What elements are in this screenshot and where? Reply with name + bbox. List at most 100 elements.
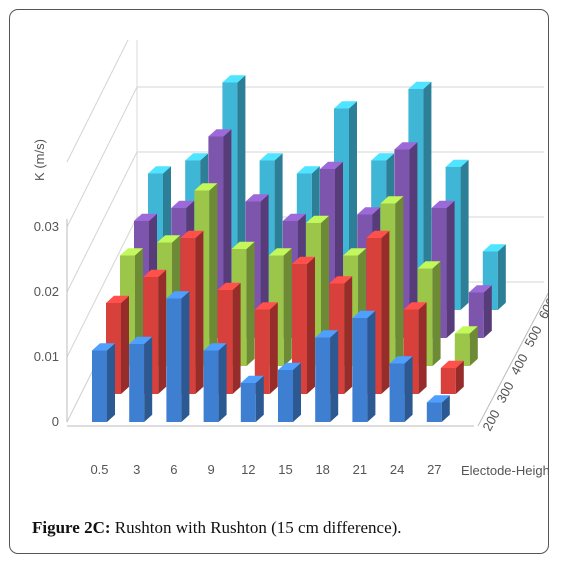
bar-top [171,200,195,208]
bar-top [482,244,506,252]
bar-top [408,81,432,89]
bar-top [282,213,306,221]
bar-side [404,356,413,422]
bar-top [371,153,395,161]
bar-side [432,261,441,366]
bar-top [292,256,315,264]
caption-label: Figure 2C: [32,518,111,537]
bar-side [121,295,129,394]
x-tick-label: 3 [133,462,140,477]
bar-side [307,256,315,394]
bar-side [107,343,115,422]
bar-200-15 [278,370,293,422]
bar-top [217,282,241,290]
bar-side [409,142,418,338]
y-tick-label: 0.03 [34,219,59,234]
bar-side [441,395,450,422]
bar-side [255,375,264,422]
x-tick-label: 12 [241,462,255,477]
bar-top [185,153,209,161]
bar-300-15 [292,264,307,394]
bar-top [208,129,232,137]
bar-300-27 [440,368,456,394]
bar-top [166,291,190,299]
bar-top [143,269,167,277]
bar-top [389,356,413,364]
bar-top [268,248,292,256]
bar-top [329,276,353,284]
bar-top [157,235,181,243]
bar-top [403,302,427,310]
bar-side [293,362,301,422]
x-tick-label: 6 [170,462,177,477]
bar-side [446,200,455,338]
bar-top [296,166,320,174]
bar-side [330,330,339,422]
bar-top [454,326,478,334]
figure-frame: 0 0.01 0.02 0.03 0.5 3 6 9 12 15 18 21 24 27 Electode-… [9,9,549,554]
bar-side [460,159,469,310]
bar-side [381,230,390,394]
x-tick-label: 15 [278,462,292,477]
bar-side [469,326,478,366]
bar-top [245,194,269,202]
rpm-tick-label: 500 [521,323,544,349]
bar-side [423,81,432,310]
bar-200-27 [426,402,442,422]
x-axis-label: Electode-Height (cm) [461,463,548,478]
rpm-tick-label: 600 [535,295,548,321]
rpm-tick-label: 300 [493,379,516,405]
x-tick-label: 9 [207,462,214,477]
rpm-tick-label: 400 [507,351,530,377]
bar-top [240,375,264,383]
bar-top [320,161,343,169]
bar-200-3 [129,344,145,422]
depth-axis-line [477,292,548,427]
chart-3d-bar: 0 0.01 0.02 0.03 0.5 3 6 9 12 15 18 21 24 27 Electode-… [32,40,548,478]
bar-top [343,248,367,256]
y-tick-label: 0.01 [34,349,59,364]
bar-side [195,230,204,394]
bar-top [417,261,441,269]
bar-side [218,343,227,422]
bar-top [431,200,455,208]
bar-top [357,207,381,215]
x-tick-label: 27 [427,462,441,477]
bar-top [366,230,390,238]
bar-200-12 [240,383,256,422]
x-tick-label: 18 [315,462,329,477]
bar-top [278,362,301,370]
bar-top [394,142,418,150]
bar-top [468,285,492,293]
bar-top [180,230,204,238]
x-tick-label: 0.5 [90,462,108,477]
bar-200-24 [389,363,405,422]
bar-top [306,215,329,223]
bar-side [181,291,190,422]
bar-side [344,276,353,394]
bar-top [254,302,278,310]
bar-top [445,159,469,167]
bar-200-21 [352,318,368,422]
bar-side [246,241,255,366]
figure-caption: Figure 2C: Rushton with Rushton (15 cm d… [32,518,402,538]
bar-top [148,166,171,174]
bar-side [497,244,506,310]
bar-200-6 [166,298,182,422]
bar-top [426,395,450,403]
bar-200-18 [315,337,331,422]
y-tick-label: 0.02 [34,284,59,299]
bar-top [440,360,464,368]
bar-side [144,336,153,422]
bar-top [315,330,339,338]
bar-top [194,183,218,191]
bar-top [380,196,404,204]
bar-side [367,310,376,422]
gridline-3 [66,86,544,228]
bar-top [352,310,376,318]
rpm-tick-label: 200 [479,407,502,433]
bar-side [321,215,329,366]
bar-top [106,295,129,303]
bar-side [232,282,241,394]
bar-400-27 [454,333,470,366]
